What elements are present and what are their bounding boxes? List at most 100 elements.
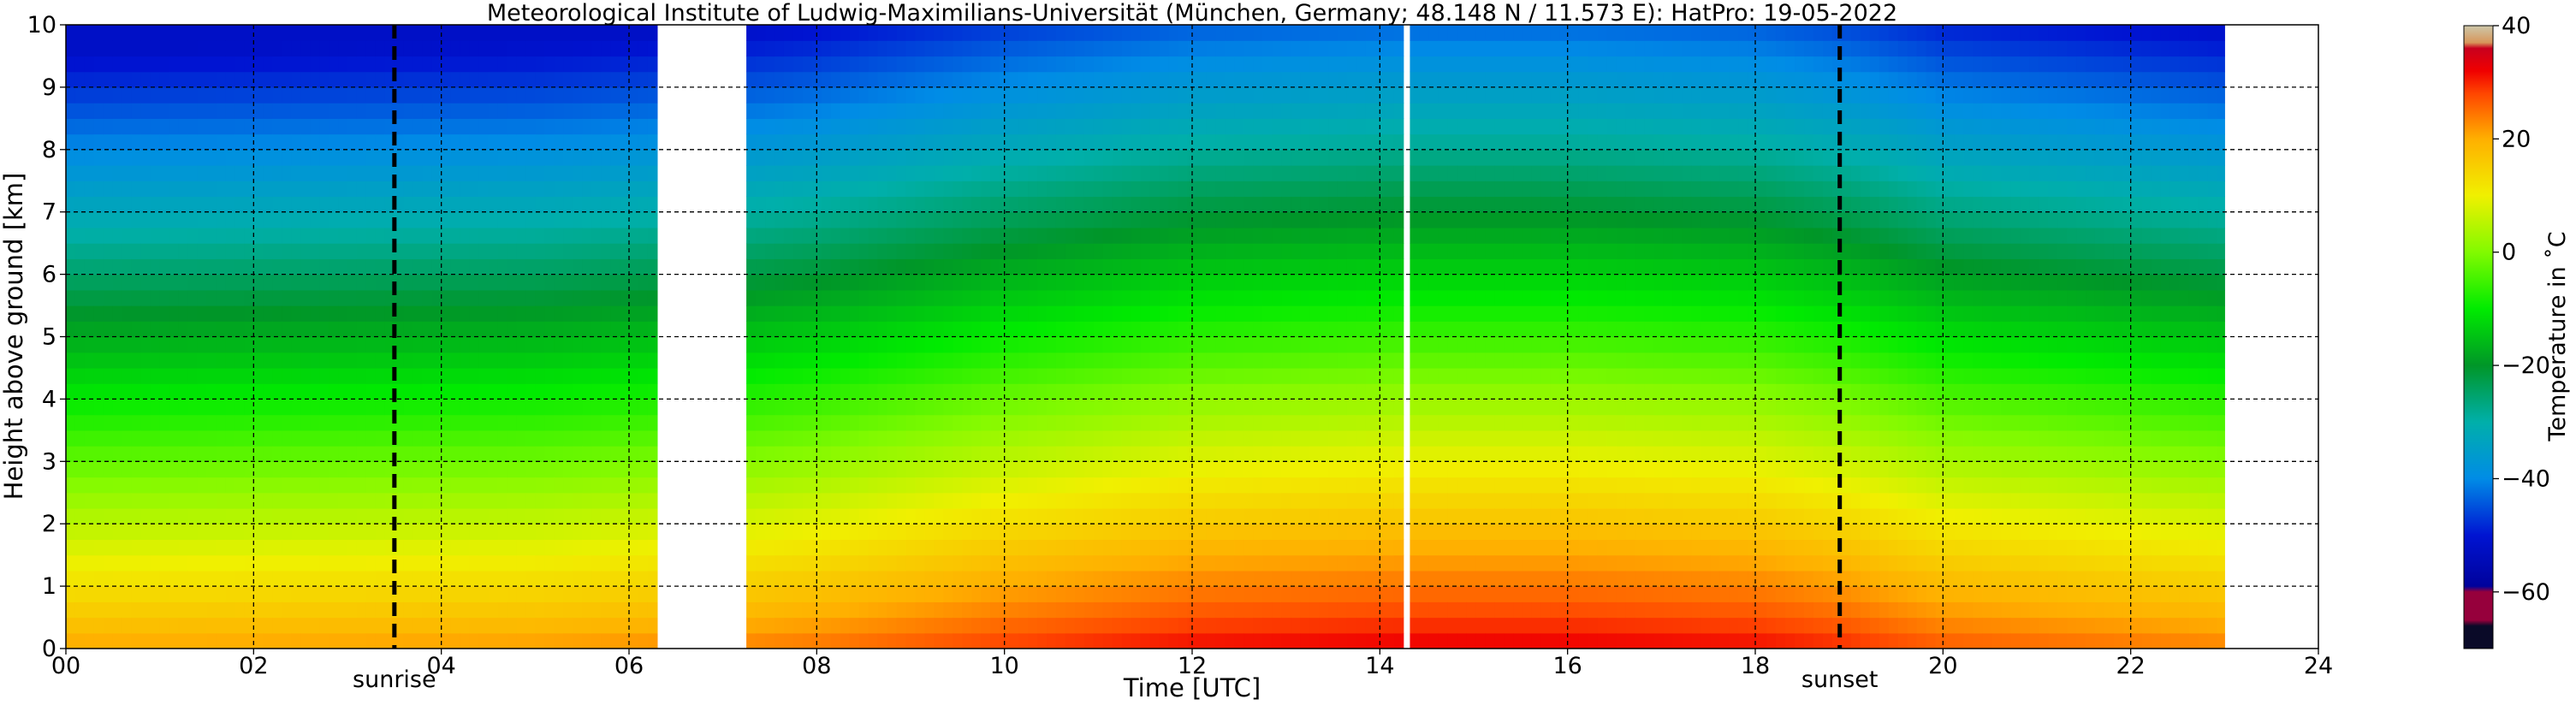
heatmap-cell bbox=[765, 133, 775, 151]
heatmap-cell bbox=[821, 632, 832, 649]
heatmap-cell bbox=[234, 71, 245, 88]
heatmap-cell bbox=[329, 71, 339, 88]
heatmap-cell bbox=[1028, 274, 1038, 291]
heatmap-cell bbox=[1093, 243, 1104, 259]
heatmap-cell bbox=[112, 211, 123, 228]
heatmap-cell bbox=[187, 492, 199, 509]
heatmap-cell bbox=[413, 524, 424, 541]
heatmap-cell bbox=[310, 103, 320, 119]
heatmap-cell bbox=[413, 305, 424, 322]
heatmap-cell bbox=[272, 71, 282, 88]
heatmap-cell bbox=[629, 477, 639, 494]
heatmap-cell bbox=[319, 321, 329, 338]
heatmap-cell bbox=[802, 289, 813, 306]
heatmap-cell bbox=[338, 601, 348, 619]
heatmap-cell bbox=[488, 149, 499, 166]
heatmap-cell bbox=[253, 227, 264, 244]
heatmap-cell bbox=[1037, 617, 1048, 634]
heatmap-cell bbox=[601, 507, 611, 524]
heatmap-cell bbox=[1074, 86, 1085, 104]
heatmap-cell bbox=[516, 103, 526, 119]
heatmap-cell bbox=[1000, 554, 1010, 572]
heatmap-cell bbox=[1243, 243, 1254, 259]
heatmap-cell bbox=[300, 617, 311, 634]
heatmap-cell bbox=[1281, 632, 1291, 649]
heatmap-cell bbox=[347, 414, 358, 431]
heatmap-cell bbox=[488, 86, 499, 104]
heatmap-cell bbox=[122, 103, 133, 119]
heatmap-cell bbox=[962, 524, 972, 541]
heatmap-cell bbox=[591, 133, 602, 151]
heatmap-cell bbox=[1168, 414, 1179, 431]
heatmap-cell bbox=[507, 414, 517, 431]
heatmap-cell bbox=[765, 86, 775, 104]
heatmap-cell bbox=[1102, 258, 1113, 275]
heatmap-cell bbox=[1131, 570, 1142, 587]
heatmap-cell bbox=[338, 71, 348, 88]
heatmap-cell bbox=[291, 446, 301, 462]
heatmap-cell bbox=[460, 321, 471, 338]
heatmap-cell bbox=[319, 414, 329, 431]
heatmap-cell bbox=[563, 539, 573, 556]
heatmap-cell bbox=[507, 243, 517, 259]
heatmap-cell bbox=[620, 25, 630, 41]
heatmap-cell bbox=[1037, 383, 1048, 400]
heatmap-cell bbox=[1149, 103, 1160, 119]
heatmap-cell bbox=[821, 430, 832, 447]
heatmap-cell bbox=[178, 554, 189, 572]
heatmap-cell bbox=[877, 446, 888, 462]
heatmap-cell bbox=[1234, 352, 1244, 369]
heatmap-cell bbox=[234, 461, 245, 478]
heatmap-cell bbox=[746, 507, 757, 524]
heatmap-cell bbox=[178, 133, 189, 151]
heatmap-cell bbox=[1102, 165, 1113, 181]
heatmap-cell bbox=[1281, 86, 1291, 104]
heatmap-cell bbox=[535, 289, 545, 306]
heatmap-cell bbox=[507, 570, 517, 587]
heatmap-cell bbox=[563, 56, 573, 73]
heatmap-cell bbox=[1149, 383, 1160, 400]
heatmap-cell bbox=[990, 554, 1000, 572]
heatmap-cell bbox=[783, 243, 794, 259]
heatmap-cell bbox=[93, 227, 104, 244]
heatmap-cell bbox=[943, 586, 953, 602]
heatmap-cell bbox=[469, 133, 480, 151]
heatmap-cell bbox=[74, 289, 86, 306]
heatmap-cell bbox=[1243, 274, 1254, 291]
heatmap-cell bbox=[159, 336, 170, 353]
heatmap-cell bbox=[225, 367, 235, 384]
heatmap-cell bbox=[1281, 507, 1291, 524]
heatmap-cell bbox=[103, 321, 114, 338]
heatmap-cell bbox=[507, 367, 517, 384]
heatmap-cell bbox=[319, 40, 329, 57]
heatmap-cell bbox=[197, 367, 208, 384]
heatmap-cell bbox=[563, 601, 573, 619]
heatmap-cell bbox=[953, 617, 963, 634]
heatmap-cell bbox=[403, 86, 414, 104]
heatmap-cell bbox=[375, 492, 386, 509]
heatmap-cell bbox=[403, 181, 414, 198]
heatmap-cell bbox=[140, 274, 151, 291]
heatmap-cell bbox=[830, 165, 841, 181]
heatmap-cell bbox=[1131, 258, 1142, 275]
heatmap-cell bbox=[934, 492, 944, 509]
heatmap-cell bbox=[384, 133, 395, 151]
heatmap-cell bbox=[887, 165, 898, 181]
heatmap-cell bbox=[488, 383, 499, 400]
heatmap-cell bbox=[1083, 461, 1095, 478]
heatmap-cell bbox=[746, 586, 757, 602]
heatmap-cell bbox=[1065, 181, 1076, 198]
heatmap-cell bbox=[953, 165, 963, 181]
heatmap-cell bbox=[783, 133, 794, 151]
heatmap-cell bbox=[1196, 336, 1208, 353]
heatmap-cell bbox=[413, 227, 424, 244]
heatmap-cell bbox=[774, 149, 785, 166]
heatmap-cell bbox=[746, 274, 757, 291]
heatmap-cell bbox=[338, 430, 348, 447]
heatmap-cell bbox=[244, 492, 254, 509]
heatmap-cell bbox=[887, 149, 898, 166]
heatmap-cell bbox=[1018, 414, 1029, 431]
heatmap-cell bbox=[310, 554, 320, 572]
heatmap-cell bbox=[272, 165, 282, 181]
heatmap-cell bbox=[765, 507, 775, 524]
